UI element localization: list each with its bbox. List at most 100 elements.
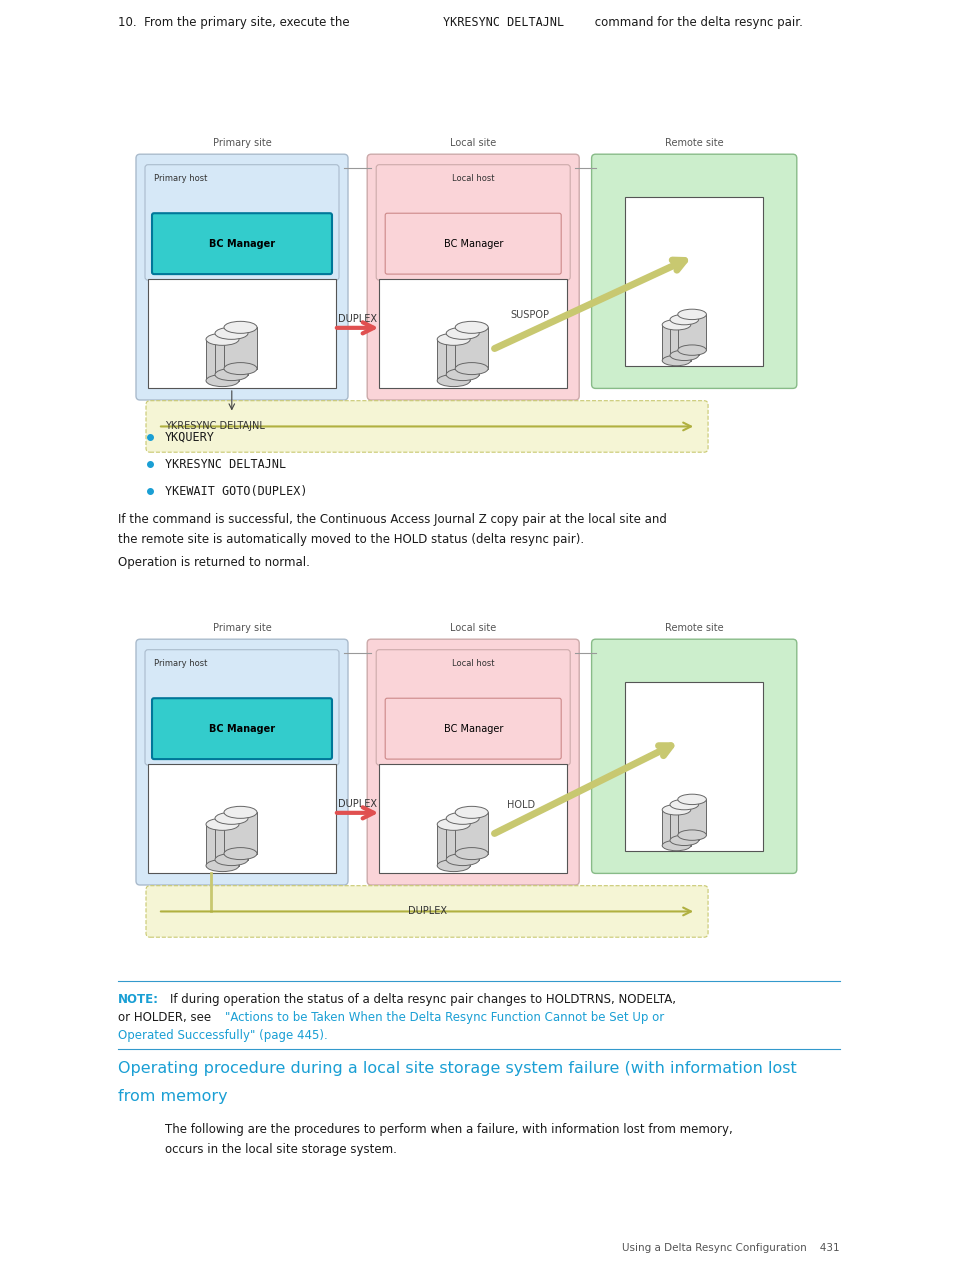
FancyBboxPatch shape [591, 639, 796, 873]
Text: Primary host: Primary host [153, 658, 207, 667]
Bar [378, 764, 567, 873]
FancyBboxPatch shape [385, 214, 560, 275]
FancyBboxPatch shape [136, 154, 348, 400]
Ellipse shape [436, 859, 470, 872]
FancyBboxPatch shape [375, 165, 570, 280]
Text: The following are the procedures to perform when a failure, with information los: The following are the procedures to perf… [165, 1124, 732, 1136]
Ellipse shape [669, 350, 698, 361]
Ellipse shape [436, 375, 470, 386]
Ellipse shape [214, 369, 248, 380]
Text: HOLD: HOLD [506, 799, 535, 810]
FancyBboxPatch shape [367, 154, 578, 400]
FancyBboxPatch shape [375, 649, 570, 765]
Ellipse shape [677, 794, 705, 805]
Polygon shape [455, 812, 488, 854]
Ellipse shape [214, 854, 248, 866]
Ellipse shape [661, 319, 690, 330]
Text: Primary site: Primary site [213, 623, 271, 633]
Ellipse shape [224, 322, 256, 333]
Text: from memory: from memory [118, 1089, 228, 1104]
FancyBboxPatch shape [145, 165, 338, 280]
Text: occurs in the local site storage system.: occurs in the local site storage system. [165, 1143, 396, 1157]
Ellipse shape [661, 356, 690, 366]
Text: DUPLEX: DUPLEX [407, 906, 446, 916]
Polygon shape [224, 812, 256, 854]
Ellipse shape [455, 362, 488, 375]
Ellipse shape [446, 812, 478, 825]
Text: YKQUERY: YKQUERY [165, 431, 214, 444]
Text: YKRESYNC DELTAJNL: YKRESYNC DELTAJNL [165, 422, 265, 431]
Ellipse shape [206, 375, 239, 386]
Ellipse shape [669, 799, 698, 810]
FancyBboxPatch shape [146, 400, 707, 452]
Text: BC Manager: BC Manager [209, 239, 274, 249]
Text: BC Manager: BC Manager [443, 239, 502, 249]
Text: Operating procedure during a local site storage system failure (with information: Operating procedure during a local site … [118, 1061, 796, 1077]
Ellipse shape [661, 805, 690, 815]
FancyBboxPatch shape [152, 698, 332, 759]
Text: Local host: Local host [452, 174, 494, 183]
Text: YKRESYNC DELTAJNL: YKRESYNC DELTAJNL [165, 458, 286, 472]
Polygon shape [669, 319, 698, 356]
Ellipse shape [224, 806, 256, 819]
Ellipse shape [436, 819, 470, 830]
Polygon shape [214, 819, 248, 859]
Polygon shape [214, 333, 248, 375]
Ellipse shape [224, 362, 256, 375]
Text: Primary site: Primary site [213, 139, 271, 149]
Text: YKRESYNC DELTAJNL: YKRESYNC DELTAJNL [442, 17, 563, 29]
FancyBboxPatch shape [591, 154, 796, 389]
Text: SUSPOP: SUSPOP [510, 310, 548, 320]
Ellipse shape [214, 328, 248, 339]
Polygon shape [677, 314, 705, 350]
Text: DUPLEX: DUPLEX [337, 799, 376, 808]
Bar [624, 681, 762, 852]
Ellipse shape [446, 328, 478, 339]
Text: the remote site is automatically moved to the HOLD status (delta resync pair).: the remote site is automatically moved t… [118, 533, 583, 547]
Text: NOTE:: NOTE: [118, 993, 159, 1007]
Text: 10.  From the primary site, execute the: 10. From the primary site, execute the [118, 17, 353, 29]
Ellipse shape [206, 333, 239, 346]
Polygon shape [677, 799, 705, 835]
Polygon shape [224, 328, 256, 369]
Text: BC Manager: BC Manager [209, 723, 274, 733]
Text: Local host: Local host [452, 658, 494, 667]
FancyBboxPatch shape [385, 698, 560, 759]
Text: If during operation the status of a delta resync pair changes to HOLDTRNS, NODEL: If during operation the status of a delt… [170, 993, 676, 1007]
Ellipse shape [446, 369, 478, 380]
Ellipse shape [455, 848, 488, 859]
Ellipse shape [214, 812, 248, 825]
Text: Remote site: Remote site [664, 139, 722, 149]
Text: or HOLDER, see: or HOLDER, see [118, 1010, 214, 1024]
Ellipse shape [669, 314, 698, 325]
Text: YKEWAIT GOTO(DUPLEX): YKEWAIT GOTO(DUPLEX) [165, 486, 307, 498]
Polygon shape [446, 333, 478, 375]
Text: Primary host: Primary host [153, 174, 207, 183]
Ellipse shape [455, 322, 488, 333]
FancyBboxPatch shape [136, 639, 348, 885]
Text: BC Manager: BC Manager [443, 723, 502, 733]
Text: Using a Delta Resync Configuration    431: Using a Delta Resync Configuration 431 [621, 1243, 840, 1253]
Ellipse shape [224, 848, 256, 859]
Ellipse shape [677, 309, 705, 319]
FancyBboxPatch shape [145, 649, 338, 765]
Ellipse shape [446, 854, 478, 866]
Text: Operated Successfully" (page 445).: Operated Successfully" (page 445). [118, 1030, 328, 1042]
Polygon shape [206, 825, 239, 866]
Ellipse shape [669, 835, 698, 845]
Bar [378, 278, 567, 388]
Polygon shape [446, 819, 478, 859]
Text: If the command is successful, the Continuous Access Journal Z copy pair at the l: If the command is successful, the Contin… [118, 513, 666, 526]
Text: Local site: Local site [450, 623, 496, 633]
Text: Remote site: Remote site [664, 623, 722, 633]
Text: Local site: Local site [450, 139, 496, 149]
Bar [148, 278, 335, 388]
Polygon shape [669, 805, 698, 840]
Text: command for the delta resync pair.: command for the delta resync pair. [590, 17, 802, 29]
Polygon shape [206, 339, 239, 380]
Ellipse shape [436, 333, 470, 346]
FancyBboxPatch shape [152, 214, 332, 275]
FancyBboxPatch shape [367, 639, 578, 885]
Ellipse shape [677, 344, 705, 356]
Text: DUPLEX: DUPLEX [337, 314, 376, 324]
